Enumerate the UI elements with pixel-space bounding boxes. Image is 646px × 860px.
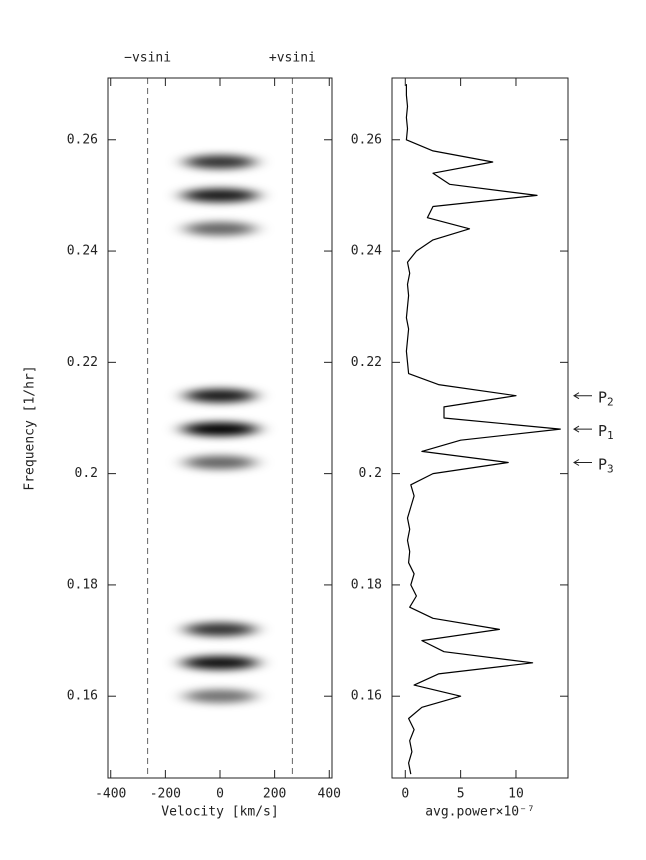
power-band (184, 689, 256, 704)
power-band (184, 622, 256, 637)
x-tick-label: 200 (263, 787, 286, 802)
annotation-label: P2 (598, 388, 614, 409)
annotation-letter: P (598, 388, 607, 406)
annotation-arrow (573, 392, 592, 400)
y-tick-label: 0.18 (67, 577, 98, 592)
x-tick-label: -400 (95, 787, 126, 802)
y-tick-label: 0.16 (67, 689, 98, 704)
vsini-label: +vsini (269, 51, 316, 66)
power-band (181, 422, 259, 437)
power-band (184, 155, 256, 170)
x-tick-label: 5 (457, 787, 465, 802)
y-tick-label: 0.26 (351, 132, 382, 147)
y-tick-label: 0.2 (359, 466, 382, 481)
annotation-label: P3 (598, 455, 614, 476)
heatmap (181, 155, 259, 704)
annotation-arrow (573, 459, 592, 466)
power-band (181, 188, 259, 203)
y-tick-label: 0.2 (75, 466, 98, 481)
annotation-subscript: 3 (607, 462, 614, 475)
vsini-label: −vsini (124, 51, 171, 66)
x-tick-label: 0 (216, 787, 224, 802)
y-tick-label: 0.24 (351, 244, 382, 259)
annotation-letter: P (598, 422, 607, 440)
y-tick-label: 0.18 (351, 577, 382, 592)
y-axis-label: Frequency [1/hr] (23, 365, 38, 490)
x-tick-label: 400 (318, 787, 341, 802)
annotation-label: P1 (598, 422, 614, 443)
power-band (184, 388, 256, 403)
power-line (405, 84, 561, 775)
y-tick-label: 0.22 (351, 355, 382, 370)
power-band (184, 455, 256, 470)
annotation-subscript: 2 (607, 396, 614, 409)
x-tick-label: -200 (150, 787, 181, 802)
power-band (181, 655, 259, 670)
y-tick-label: 0.26 (67, 132, 98, 147)
y-tick-label: 0.24 (67, 244, 98, 259)
x-axis-label: Velocity [km/s] (161, 805, 278, 820)
y-tick-label: 0.22 (67, 355, 98, 370)
annotation-subscript: 1 (607, 429, 614, 442)
annotation-arrow (573, 425, 592, 433)
plot-frame (391, 77, 569, 779)
y-tick-label: 0.16 (351, 689, 382, 704)
annotation-letter: P (598, 455, 607, 473)
power-band (184, 221, 256, 236)
x-axis-label: avg.power×10⁻⁷ (425, 805, 535, 820)
x-tick-label: 10 (508, 787, 524, 802)
x-tick-label: 0 (401, 787, 409, 802)
